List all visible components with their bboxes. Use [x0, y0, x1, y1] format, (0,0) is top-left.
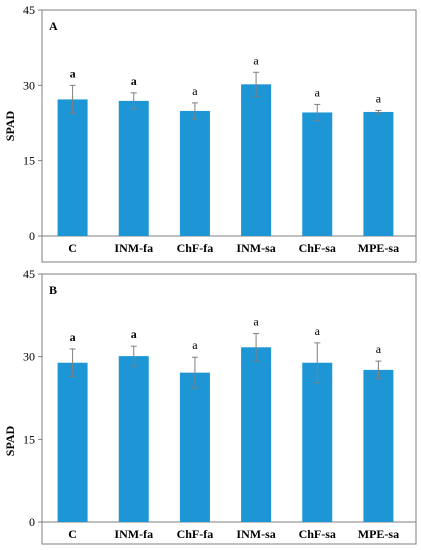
panel-b-marks: 0 15 30 45 a Ca INM-fa a ChF-fa a INM-sa a ChF-sa a MP…	[23, 267, 416, 541]
panel-b-significance-label: a	[376, 342, 382, 356]
panel-a-y-tick-label: 45	[23, 3, 35, 17]
panel-b-frame	[41, 273, 417, 545]
panel-b-y-tick-label: 0	[29, 515, 35, 529]
panel-a-category-label: ChF-sa	[299, 241, 336, 255]
panel-b-bar	[118, 356, 149, 522]
panel-a-category-label: INM-fa	[114, 241, 153, 255]
panel-a-bar	[241, 84, 272, 236]
panel-a-bar	[118, 100, 149, 236]
panel-a-bar	[363, 111, 394, 236]
panel-a-category-label: MPE-sa	[358, 241, 399, 255]
panel-b-significance-label: a	[253, 315, 259, 329]
panel-b-bar	[363, 369, 394, 522]
panel-b-category-label: C	[68, 527, 77, 541]
panel-b-y-axis-label: SPAD	[3, 425, 17, 456]
panel-a-y-tick-label: 0	[29, 229, 35, 243]
panel-a-category-label: INM-sa	[236, 241, 275, 255]
panel-b-category-label: ChF-sa	[299, 527, 336, 541]
panel-a-bar	[179, 110, 210, 236]
panel-a-significance-label: a	[192, 84, 198, 98]
panel-b-bar	[179, 372, 210, 522]
panel-a-marks: 0 15 30 45 a Ca INM-fa a ChF-fa a INM-sa a ChF-sa a MP…	[23, 3, 416, 255]
panel-a-bar	[302, 112, 333, 236]
panel-b-bar	[57, 362, 88, 522]
panel-a-significance-label: a	[131, 74, 137, 88]
panel-a-significance-label: a	[376, 91, 382, 105]
panel-b-category-label: MPE-sa	[358, 527, 399, 541]
panel-b-significance-label: a	[192, 338, 198, 352]
panel-a-y-axis-label: SPAD	[3, 110, 17, 141]
panel-a-significance-label: a	[253, 53, 259, 67]
panel-a-category-label: C	[68, 241, 77, 255]
panel-b-y-tick-label: 30	[23, 350, 35, 364]
panel-b: B SPAD 0 15 30 45 a Ca INM-fa a ChF-fa a INM-sa a Ch…	[3, 267, 417, 545]
panel-a-y-tick-label: 15	[23, 154, 35, 168]
panel-a-bar	[57, 99, 88, 236]
panel-b-y-tick-label: 15	[23, 432, 35, 446]
panel-a-category-label: ChF-fa	[177, 241, 214, 255]
panel-a-label: A	[49, 19, 58, 33]
panel-a: A SPAD 0 15 30 45 a Ca INM-fa a ChF-fa a INM-sa a Ch…	[3, 3, 417, 263]
panel-a-significance-label: a	[70, 66, 76, 80]
panel-a-significance-label: a	[315, 85, 321, 99]
panel-b-y-tick-label: 45	[23, 267, 35, 281]
panel-a-frame	[41, 9, 417, 263]
panel-b-category-label: INM-fa	[114, 527, 153, 541]
panel-b-significance-label: a	[131, 327, 137, 341]
panel-b-bar	[302, 362, 333, 522]
panel-b-category-label: ChF-fa	[177, 527, 214, 541]
panel-b-bar	[241, 347, 272, 522]
panel-a-y-tick-label: 30	[23, 78, 35, 92]
panel-b-category-label: INM-sa	[236, 527, 275, 541]
panel-b-label: B	[49, 283, 57, 297]
panel-b-significance-label: a	[70, 330, 76, 344]
panel-b-significance-label: a	[315, 324, 321, 338]
